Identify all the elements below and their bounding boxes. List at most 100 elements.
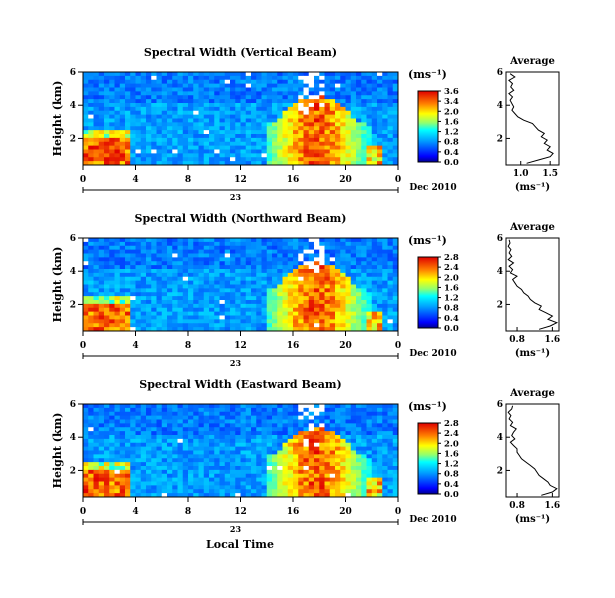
heatmap-cell	[151, 110, 157, 116]
heatmap-cell	[261, 253, 268, 258]
heatmap-cell	[151, 145, 157, 150]
heatmap-cell	[156, 157, 163, 162]
heatmap-cell	[266, 145, 273, 150]
heatmap-cell	[203, 126, 210, 131]
heatmap-cell	[377, 489, 383, 494]
heatmap-cell	[371, 323, 378, 328]
y-tick-label: 4	[70, 267, 76, 277]
heatmap-cell	[161, 157, 168, 162]
heatmap-cell	[340, 327, 346, 332]
heatmap-cell	[114, 134, 121, 139]
heatmap-cell	[104, 450, 110, 455]
heatmap-cell	[209, 446, 215, 451]
heatmap-cell	[287, 489, 294, 494]
heatmap-cell	[151, 315, 157, 320]
heatmap-cell	[377, 473, 383, 479]
heatmap-cell	[146, 473, 152, 479]
heatmap-cell	[151, 307, 157, 313]
heatmap-cell	[135, 91, 142, 96]
heatmap-cell	[308, 319, 315, 324]
heatmap-cell	[130, 458, 136, 463]
heatmap-cell	[308, 454, 315, 459]
heatmap-cell	[235, 307, 241, 313]
heatmap-cell	[156, 249, 163, 254]
heatmap-cell	[230, 272, 236, 278]
heatmap-cell	[98, 462, 105, 467]
heatmap-cell	[198, 238, 205, 243]
heatmap-cell	[266, 134, 273, 139]
heatmap-cell	[235, 95, 241, 100]
heatmap-cell	[125, 238, 131, 243]
heatmap-cell	[209, 477, 215, 482]
heatmap-cell	[293, 423, 299, 428]
heatmap-cell	[224, 327, 231, 332]
heatmap-cell	[156, 241, 163, 247]
heatmap-cell	[161, 485, 168, 490]
heatmap-cell	[193, 446, 199, 451]
heatmap-cell	[88, 481, 94, 486]
heatmap-cell	[156, 103, 163, 108]
heatmap-cell	[371, 110, 378, 116]
heatmap-cell	[308, 466, 315, 471]
heatmap-cell	[287, 493, 294, 498]
heatmap-cell	[83, 435, 89, 440]
heatmap-cell	[366, 79, 373, 85]
heatmap-cell	[282, 130, 289, 135]
heatmap-cell	[287, 431, 294, 436]
heatmap-cell	[130, 327, 136, 332]
heatmap-cell	[303, 157, 310, 162]
heatmap-cell	[256, 265, 262, 270]
heatmap-cell	[93, 137, 100, 143]
heatmap-cell	[382, 450, 388, 455]
heatmap-cell	[256, 95, 262, 100]
heatmap-cell	[392, 407, 399, 413]
heatmap-cell	[272, 157, 278, 162]
heatmap-cell	[161, 110, 168, 116]
heatmap-cell	[203, 315, 210, 320]
heatmap-cell	[156, 454, 163, 459]
heatmap-cell	[172, 91, 178, 96]
heatmap-cell	[125, 106, 131, 112]
heatmap-cell	[224, 481, 231, 486]
heatmap-cell	[298, 257, 304, 262]
heatmap-cell	[182, 87, 189, 92]
heatmap-cell	[188, 75, 194, 81]
heatmap-cell	[140, 415, 147, 420]
heatmap-cell	[167, 269, 173, 274]
heatmap-cell	[245, 489, 252, 494]
heatmap-cell	[177, 122, 184, 127]
heatmap-cell	[125, 265, 131, 270]
heatmap-cell	[114, 130, 121, 135]
heatmap-cell	[109, 481, 115, 486]
heatmap-cell	[345, 481, 352, 486]
heatmap-cell	[214, 149, 220, 154]
heatmap-cell	[282, 276, 289, 282]
heatmap-cell	[230, 72, 236, 77]
heatmap-cell	[198, 462, 205, 467]
heatmap-cell	[119, 303, 126, 309]
heatmap-cell	[240, 415, 247, 420]
heatmap-cell	[251, 454, 257, 459]
x-tick-label: 0	[395, 507, 401, 517]
heatmap-cell	[287, 91, 294, 96]
heatmap-cell	[377, 241, 383, 247]
heatmap-cell	[345, 137, 352, 143]
heatmap-cell	[182, 431, 189, 436]
heatmap-cell	[272, 106, 278, 112]
heatmap-cell	[303, 134, 310, 139]
heatmap-cell	[256, 83, 262, 88]
heatmap-cell	[329, 157, 336, 162]
heatmap-cell	[266, 292, 273, 297]
heatmap-cell	[140, 238, 147, 243]
heatmap-cell	[119, 79, 126, 85]
heatmap-cell	[151, 466, 157, 471]
heatmap-cell	[366, 75, 373, 81]
heatmap-cell	[209, 91, 215, 96]
heatmap-cell	[114, 427, 121, 432]
heatmap-cell	[224, 141, 231, 147]
heatmap-cell	[119, 114, 126, 119]
heatmap-cell	[172, 411, 178, 417]
heatmap-cell	[193, 126, 199, 131]
heatmap-cell	[303, 450, 310, 455]
heatmap-cell	[230, 466, 236, 471]
